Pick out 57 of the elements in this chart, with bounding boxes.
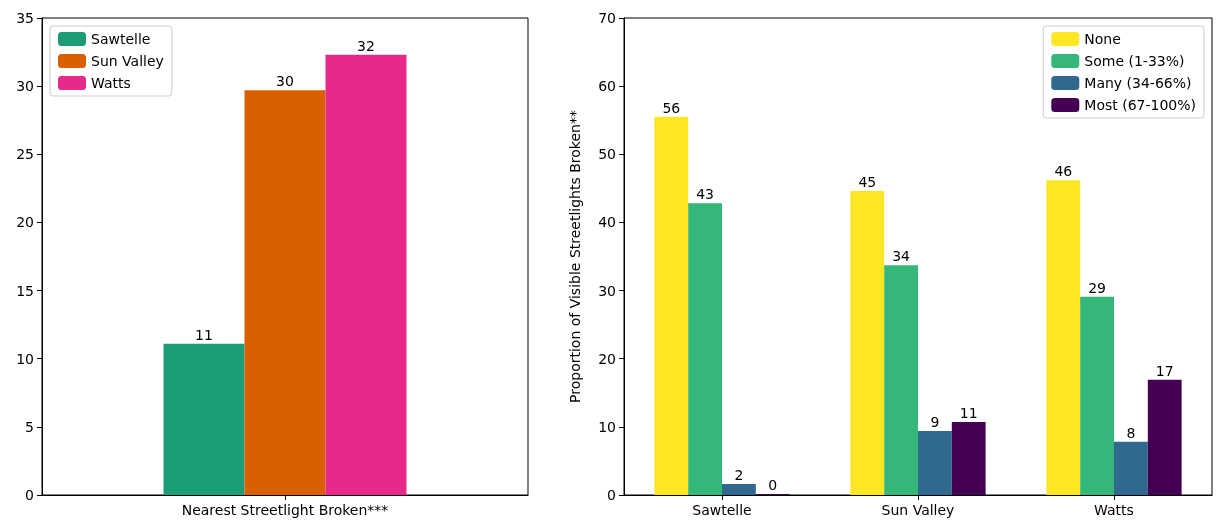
bar	[722, 484, 756, 495]
bar	[163, 343, 245, 495]
y-tick-label: 40	[598, 214, 616, 231]
y-tick-label: 70	[598, 10, 616, 26]
y-tick-label: 10	[598, 418, 616, 435]
data-label: 11	[959, 405, 978, 422]
bar	[654, 116, 689, 495]
y-tick-label: 5	[25, 418, 34, 435]
data-label: 0	[768, 477, 778, 493]
data-label: 30	[276, 73, 294, 90]
bar	[918, 430, 952, 495]
legend-label: Most (67-100%)	[1084, 97, 1197, 113]
bar	[244, 90, 326, 495]
y-axis-title: Proportion of Visible Streetlights Broken**	[567, 110, 583, 403]
bar	[1147, 379, 1182, 495]
data-label: 34	[892, 248, 911, 265]
y-tick-label: 15	[16, 282, 34, 299]
data-label: 17	[1155, 362, 1174, 379]
data-label: 43	[696, 186, 715, 203]
legend-label: Some (1-33%)	[1084, 53, 1185, 69]
y-tick-label: 30	[598, 282, 616, 299]
bar	[850, 191, 885, 495]
bar	[951, 422, 986, 495]
data-label: 9	[930, 413, 940, 430]
legend-label: Many (34-66%)	[1084, 75, 1192, 91]
y-tick-label: 0	[607, 487, 616, 503]
data-label: 8	[1126, 424, 1136, 441]
data-label: 29	[1088, 279, 1107, 296]
y-tick-label: 60	[598, 78, 616, 95]
x-tick-label: Nearest Streetlight Broken***	[181, 502, 389, 518]
y-tick-label: 35	[16, 10, 34, 26]
bar	[325, 54, 407, 495]
legend-label: Sawtelle	[91, 31, 151, 47]
bar	[1080, 296, 1114, 495]
bar	[688, 203, 722, 495]
y-tick-label: 20	[16, 214, 34, 231]
bar	[1114, 441, 1148, 495]
y-tick-label: 20	[598, 350, 616, 367]
x-tick-label: Sawtelle	[692, 502, 752, 518]
bar	[884, 265, 918, 495]
y-tick-label: 0	[25, 487, 34, 503]
y-tick-label: 30	[16, 78, 34, 95]
data-label: 46	[1054, 163, 1073, 180]
data-label: 11	[195, 326, 213, 343]
legend-label: None	[1084, 31, 1121, 47]
legend-label: Watts	[91, 75, 131, 91]
y-tick-label: 25	[16, 146, 34, 163]
x-tick-label: Sun Valley	[881, 502, 955, 518]
data-label: 32	[357, 37, 375, 54]
data-label: 2	[734, 467, 744, 484]
y-tick-label: 10	[16, 350, 34, 367]
x-tick-label: Watts	[1094, 502, 1134, 518]
y-tick-label: 50	[598, 146, 616, 163]
legend-label: Sun Valley	[91, 53, 164, 69]
data-label: 56	[662, 99, 681, 116]
data-label: 45	[858, 174, 877, 191]
bar	[1046, 180, 1081, 495]
